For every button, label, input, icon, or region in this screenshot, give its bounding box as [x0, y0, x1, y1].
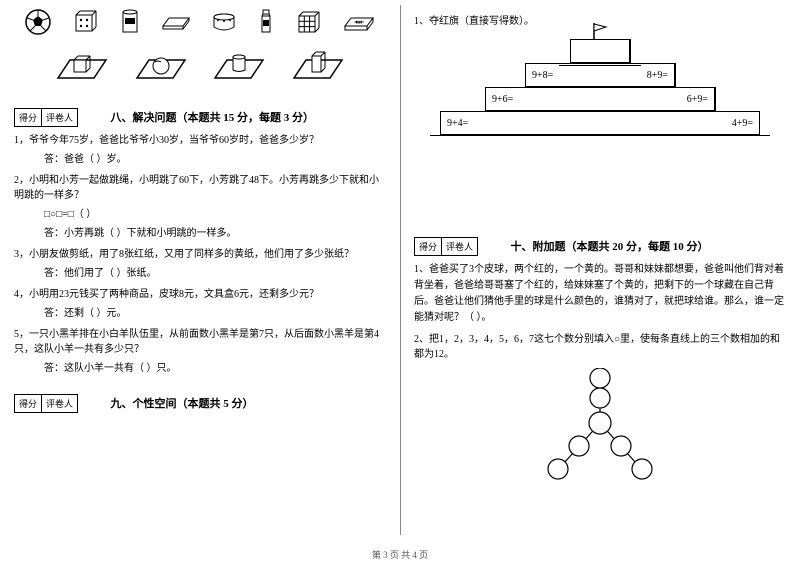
grader-label: 评卷人: [42, 109, 77, 126]
section-10-title: 十、附加题（本题共 20 分，每题 10 分）: [511, 238, 709, 254]
svg-text:面巾纸: 面巾纸: [351, 19, 366, 26]
plate-cuboid-icon: [288, 46, 348, 90]
l4-right: 4+9=: [726, 118, 759, 129]
pyramid-l4: 9+4= 4+9=: [440, 111, 760, 135]
l2-right: 8+9=: [641, 70, 674, 81]
pyramid-l3: 9+6= 6+9=: [485, 87, 715, 111]
soccer-ball-icon: [24, 8, 52, 36]
pyramid-diagram: 9+8= 8+9= 9+6= 6+9= 9+4= 4+9=: [430, 39, 770, 179]
pyramid-base: [430, 135, 770, 136]
q8-4: 4，小明用23元钱买了两种商品，皮球8元，文具盒6元，还剩多少元？: [14, 287, 386, 302]
q10-2: 2、把1，2，3，4，5，6，7这七个数分别填入○里，使每条直线上的三个数相加的…: [414, 332, 786, 362]
page-footer: 第 3 页 共 4 页: [0, 548, 800, 561]
a8-3: 答：他们用了（ ）张纸。: [44, 266, 386, 281]
l2-left: 9+8=: [526, 70, 559, 81]
rubiks-cube-icon: [296, 9, 322, 35]
plate-sphere-icon: [131, 46, 191, 90]
can-icon: [119, 8, 141, 36]
q8-1: 1，爷爷今年75岁，爸爸比爷爷小30岁，当爷爷60岁时，爸爸多少岁？: [14, 133, 386, 148]
score-box-9: 得分 评卷人: [14, 394, 78, 413]
q8-3: 3，小朋友做剪纸，用了8张红纸，又用了同样多的黄纸，他们用了多少张纸？: [14, 247, 386, 262]
a8-4: 答：还剩（ ）元。: [44, 306, 386, 321]
score-box-10: 得分 评卷人: [414, 237, 478, 256]
l3-left: 9+6=: [486, 94, 519, 105]
l4-left: 9+4=: [441, 118, 474, 129]
icon-row-bottom: [14, 46, 386, 90]
pyramid-top: [570, 39, 630, 63]
score-label: 得分: [415, 238, 442, 255]
q8-5: 5，一只小黑羊排在小白羊队伍里，从前面数小黑羊是第7只，从后面数小黑羊是第4只，…: [14, 327, 386, 357]
eq8-2: □○□=□（ ）: [44, 207, 386, 222]
score-section-10: 得分 评卷人 十、附加题（本题共 20 分，每题 10 分）: [414, 229, 786, 256]
a8-5: 答：这队小羊一共有（ ）只。: [44, 361, 386, 376]
l3-right: 6+9=: [681, 94, 714, 105]
right-column: 1、夺红旗（直接写得数）。 9+8= 8+9= 9+6= 6+9= 9+4= 4…: [400, 0, 800, 540]
score-section-8: 得分 评卷人 八、解决问题（本题共 15 分，每题 3 分）: [14, 100, 386, 127]
score-label: 得分: [15, 109, 42, 126]
a8-2: 答：小芳再跳（ ）下就和小明跳的一样多。: [44, 226, 386, 241]
section-9-title: 九、个性空间（本题共 5 分）: [111, 395, 254, 411]
triangle-circles-diagram: [525, 368, 675, 498]
score-section-9: 得分 评卷人 九、个性空间（本题共 5 分）: [14, 386, 386, 413]
plate-cube-icon: [52, 46, 112, 90]
grader-label: 评卷人: [442, 238, 477, 255]
plate-cylinder-icon: [209, 46, 269, 90]
section-8-title: 八、解决问题（本题共 15 分，每题 3 分）: [111, 109, 315, 125]
score-label: 得分: [15, 395, 42, 412]
a8-1: 答：爸爸（ ）岁。: [44, 152, 386, 167]
q8-2: 2，小明和小芳一起做跳绳，小明跳了60下，小芳跳了48下。小芳再跳多少下就和小明…: [14, 173, 386, 203]
drum-icon: [211, 9, 237, 35]
grader-label: 评卷人: [42, 395, 77, 412]
tissue-box-icon: 面巾纸: [342, 10, 376, 34]
icon-row-top: 面巾纸: [14, 8, 386, 36]
bottle-icon: [257, 8, 275, 36]
dice-icon: [72, 9, 98, 35]
left-column: 面巾纸 得分 评卷人 八、解决问题（本题共 15 分，每题 3 分） 1，爷爷今…: [0, 0, 400, 540]
pyramid-l2: 9+8= 8+9=: [525, 63, 675, 87]
score-box-8: 得分 评卷人: [14, 108, 78, 127]
book-icon: [161, 12, 191, 32]
q10-1: 1、爸爸买了3个皮球，两个红的，一个黄的。哥哥和妹妹都想要，爸爸叫他们背对着背坐…: [414, 262, 786, 326]
